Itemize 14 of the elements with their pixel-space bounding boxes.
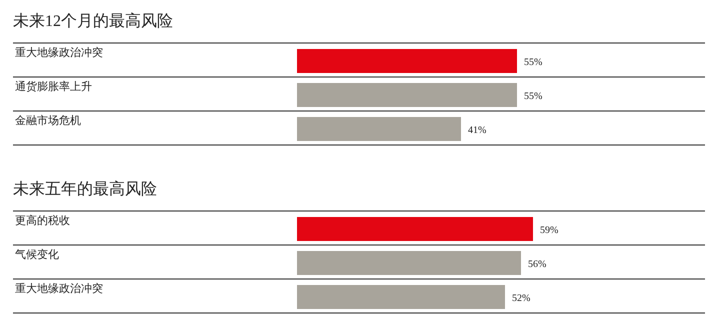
y-tick-label: 金融市场危机 (15, 114, 81, 127)
data-label: 59% (540, 225, 558, 236)
data-label: 52% (512, 293, 530, 304)
y-tick-label: 气候变化 (15, 248, 59, 261)
y-tick-label: 重大地缘政治冲突 (15, 46, 103, 59)
y-tick-label: 更高的税收 (15, 214, 70, 227)
y-tick-label: 通货膨胀率上升 (15, 80, 92, 93)
text: 未来12个月的最高风险 (13, 12, 173, 30)
y-tick-label: 重大地缘政治冲突 (15, 282, 103, 295)
data-label: 41% (468, 125, 486, 136)
data-label: 55% (524, 57, 542, 68)
data-label: 56% (528, 259, 546, 270)
text: 未来五年的最高风险 (13, 180, 157, 198)
data-label: 55% (524, 91, 542, 102)
